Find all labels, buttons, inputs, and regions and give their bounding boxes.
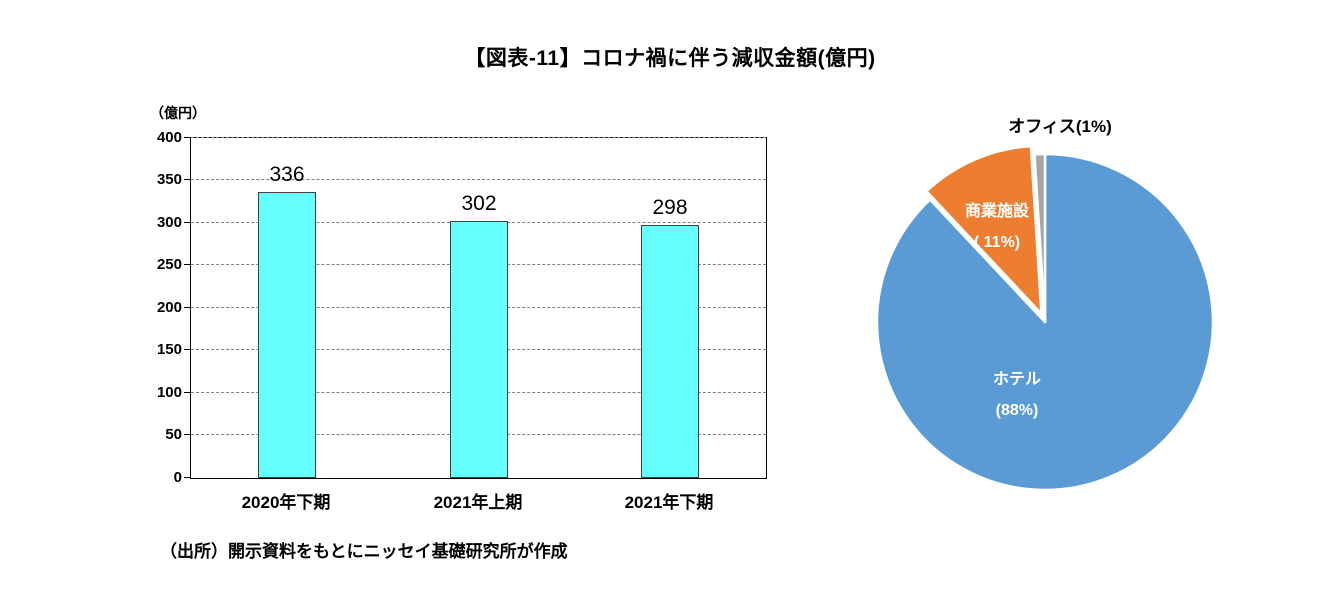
- y-tick-label-300: 300: [156, 214, 182, 231]
- x-category-label: 2021年上期: [433, 493, 523, 512]
- y-tick-label-150: 150: [156, 341, 182, 358]
- pie-label-office-pct: (1%): [1075, 117, 1112, 136]
- y-tick-50: [184, 434, 191, 435]
- bar-2021年上期: [450, 221, 508, 478]
- bar-2021年下期: [641, 225, 699, 478]
- y-tick-label-50: 50: [165, 426, 182, 443]
- y-tick-0: [184, 477, 191, 478]
- y-tick-label-350: 350: [156, 171, 182, 188]
- y-tick-150: [184, 349, 191, 350]
- source-note: （出所）開示資料をもとにニッセイ基礎研究所が作成: [160, 542, 568, 561]
- pie-label-office: オフィス(1%): [890, 112, 1230, 137]
- y-tick-label-200: 200: [156, 299, 182, 316]
- y-tick-250: [184, 264, 191, 265]
- pie-svg: [875, 144, 1215, 492]
- pie-label-hotel-name: ホテル: [992, 371, 1041, 388]
- pie-slice-hotel: [875, 152, 1215, 492]
- y-tick-300: [184, 222, 191, 223]
- gridline-350: [191, 179, 766, 180]
- pie-label-retail: 商業施設 ( 11%): [917, 196, 1077, 258]
- pie-label-office-name: オフィス: [1008, 117, 1076, 136]
- y-tick-label-100: 100: [156, 384, 182, 401]
- pie-label-retail-name: 商業施設: [964, 203, 1029, 220]
- pie-chart: オフィス(1%) 商業施設 ( 11%) ホテル (88%): [860, 106, 1230, 510]
- pie-slice-retail: [925, 144, 1043, 315]
- bar-chart-plot-area: 336 302 298: [184, 137, 767, 479]
- pie-label-hotel-pct: (88%): [995, 402, 1039, 419]
- y-tick-350: [184, 179, 191, 180]
- bar-value-label: 336: [269, 163, 305, 186]
- bar-2020年下期: [258, 192, 316, 478]
- pie-label-retail-pct: ( 11%): [973, 234, 1021, 251]
- y-tick-400: [184, 137, 191, 138]
- x-category-label: 2020年下期: [241, 493, 331, 512]
- y-tick-label-400: 400: [156, 129, 182, 146]
- y-tick-200: [184, 307, 191, 308]
- figure-title: 【図表-11】コロナ禍に伴う減収金額(億円): [464, 47, 876, 70]
- pie-label-hotel: ホテル (88%): [937, 364, 1097, 426]
- bar-value-label: 298: [652, 196, 688, 219]
- bar-value-label: 302: [461, 192, 497, 215]
- gridline-400: [191, 137, 766, 138]
- y-tick-label-250: 250: [156, 256, 182, 273]
- y-axis-tick-labels: 0 50 100 150 200 250 300 350 400: [108, 129, 182, 486]
- y-tick-100: [184, 392, 191, 393]
- y-tick-label-0: 0: [173, 469, 182, 486]
- x-category-label: 2021年下期: [624, 493, 714, 512]
- x-axis-category-labels: 2020年下期 2021年上期 2021年下期: [190, 488, 765, 514]
- pie-slice-office: [1033, 152, 1047, 324]
- y-axis-unit-label: （億円）: [150, 105, 206, 121]
